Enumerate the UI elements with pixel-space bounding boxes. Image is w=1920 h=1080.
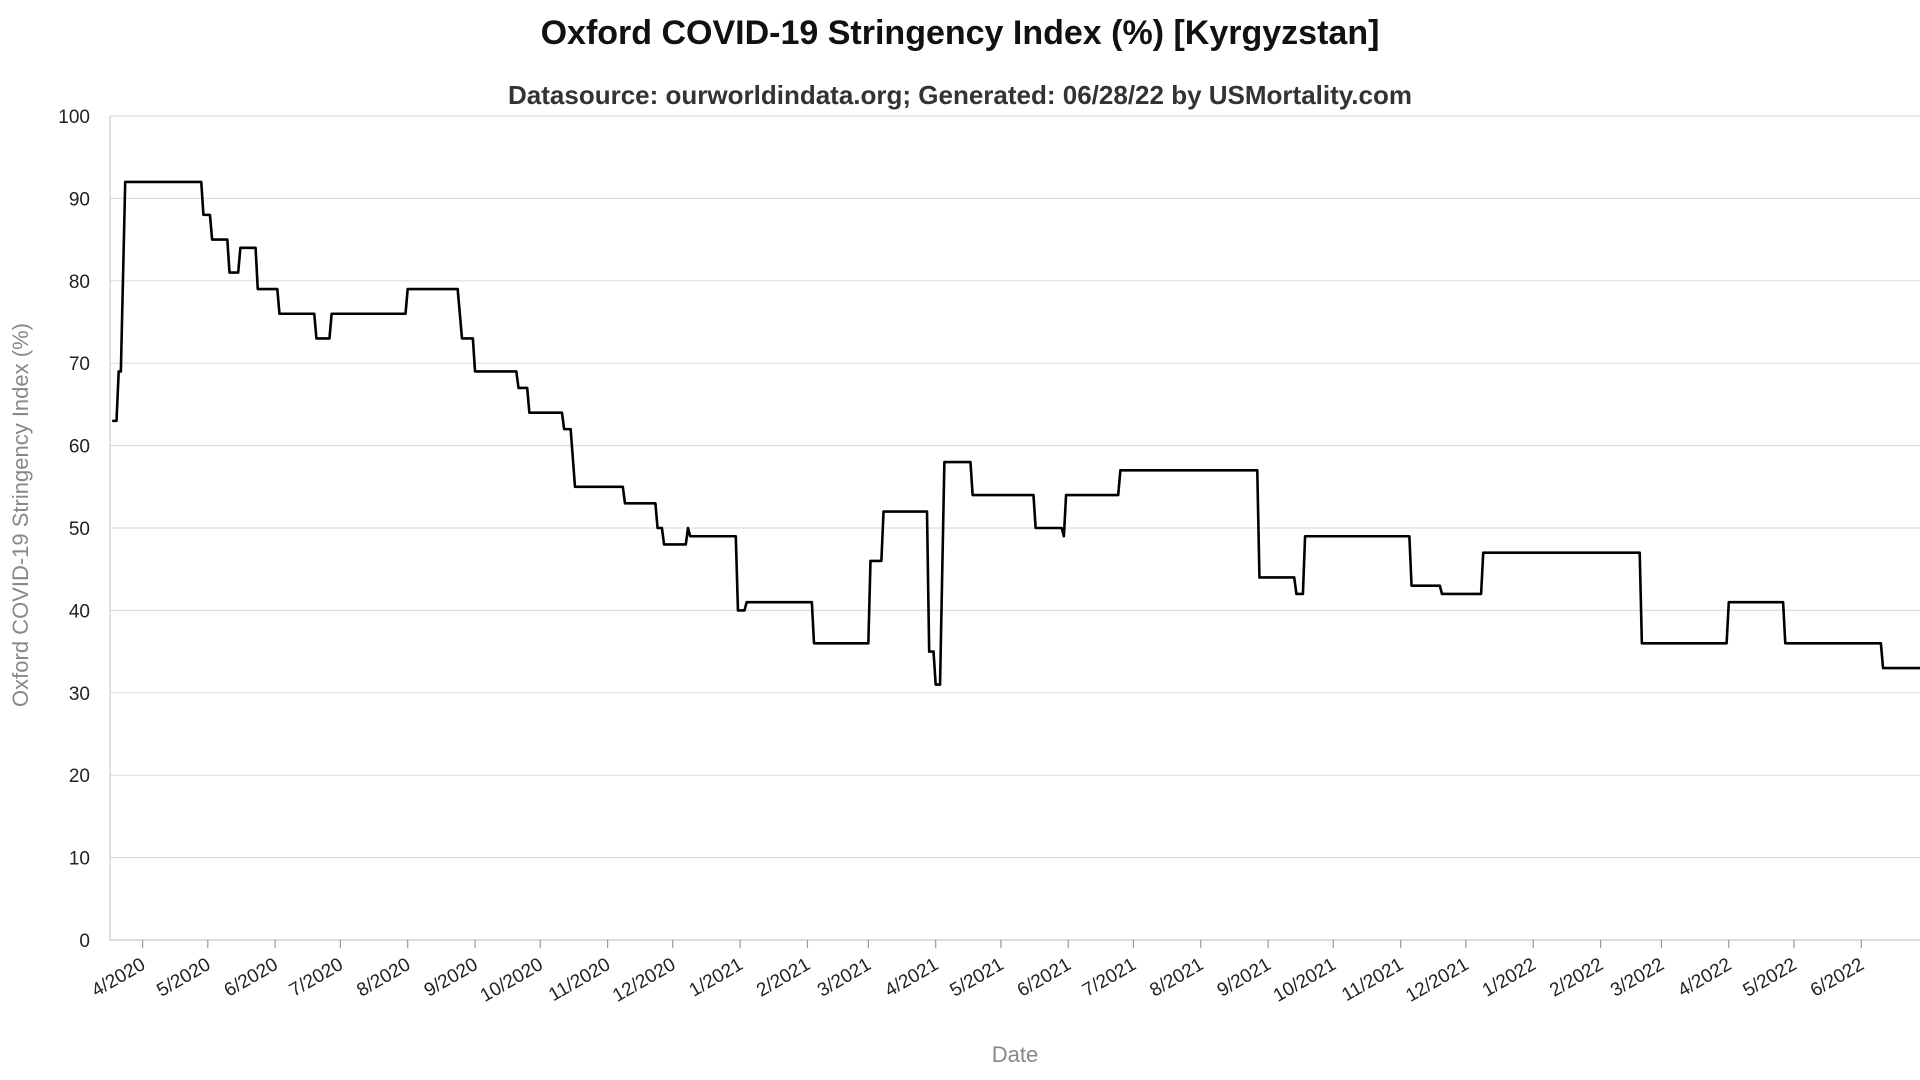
x-tick-label: 9/2020	[421, 954, 482, 1001]
x-tick-label: 11/2020	[545, 954, 614, 1006]
x-tick-label: 10/2020	[477, 954, 547, 1007]
x-tick-label: 7/2021	[1079, 954, 1140, 1001]
x-tick-labels: 4/2020 5/2020 6/2020 7/2020 8/2020 9/202010/2…	[88, 940, 1868, 1007]
x-tick-label: 3/2021	[814, 954, 875, 1001]
y-tick-label: 10	[69, 849, 90, 870]
y-tick-label: 20	[69, 766, 90, 787]
x-tick-label: 12/2021	[1402, 954, 1472, 1007]
x-tick-label: 10/2021	[1270, 954, 1340, 1007]
y-tick-label: 60	[69, 437, 90, 458]
gridlines	[110, 115, 1920, 941]
x-tick-label: 8/2020	[353, 954, 414, 1001]
y-axis-title: Oxford COVID-19 Stringency Index (%)	[8, 323, 33, 707]
chart-subtitle: Datasource: ourworldindata.org; Generate…	[508, 80, 1412, 110]
x-tick-label: 5/2021	[947, 954, 1008, 1001]
y-tick-label: 80	[69, 272, 90, 293]
axes	[109, 116, 1920, 941]
x-tick-label: 5/2022	[1740, 954, 1801, 1001]
x-tick-label: 11/2021	[1338, 954, 1407, 1006]
y-tick-label: 100	[58, 107, 90, 128]
y-tick-label: 70	[69, 354, 90, 375]
x-tick-label: 4/2022	[1674, 954, 1735, 1001]
x-tick-label: 1/2022	[1479, 954, 1540, 1001]
y-tick-label: 50	[69, 519, 90, 540]
x-tick-label: 3/2022	[1607, 954, 1668, 1001]
x-tick-label: 6/2022	[1807, 954, 1868, 1001]
x-tick-label: 6/2021	[1014, 954, 1075, 1001]
x-tick-label: 5/2020	[153, 954, 214, 1001]
x-tick-label: 6/2020	[221, 954, 282, 1001]
x-tick-label: 9/2021	[1214, 954, 1275, 1001]
x-tick-label: 12/2020	[609, 954, 679, 1007]
y-tick-labels: 0 10 20 30 40 50 60 70 80 90 100	[58, 107, 90, 952]
x-tick-label: 8/2021	[1146, 954, 1207, 1001]
x-tick-label: 7/2020	[286, 954, 347, 1001]
chart-title: Oxford COVID-19 Stringency Index (%) [Ky…	[540, 14, 1380, 52]
series-line	[112, 180, 1920, 686]
series-layer	[112, 180, 1920, 686]
x-tick-label: 1/2021	[686, 954, 747, 1001]
x-tick-label: 2/2021	[753, 954, 814, 1001]
y-tick-label: 30	[69, 684, 90, 705]
y-tick-label: 40	[69, 601, 90, 622]
x-tick-label: 4/2020	[88, 954, 149, 1001]
y-tick-label: 90	[69, 189, 90, 210]
x-tick-label: 2/2022	[1546, 954, 1607, 1001]
x-axis-title: Date	[992, 1042, 1038, 1067]
y-tick-label: 0	[79, 931, 90, 952]
x-tick-label: 4/2021	[881, 954, 942, 1001]
